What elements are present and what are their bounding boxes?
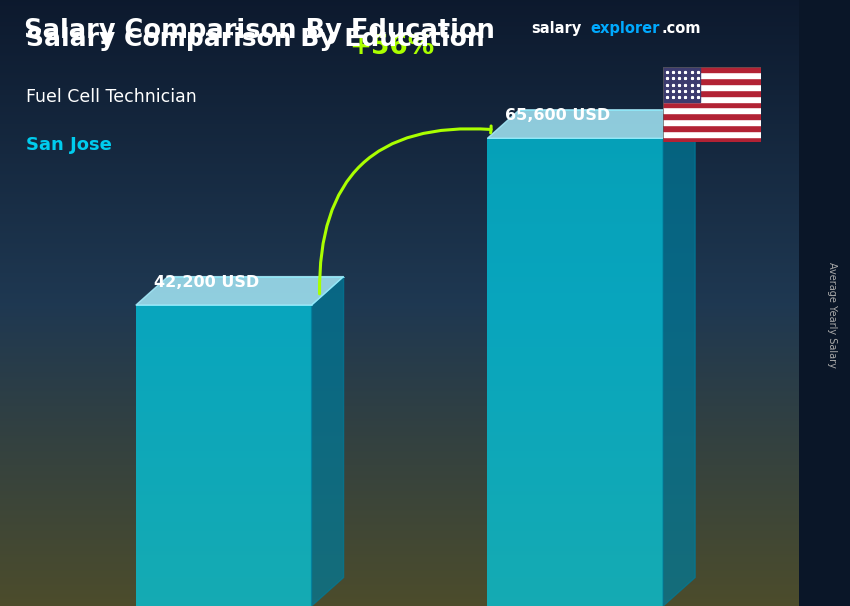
Polygon shape <box>487 110 695 138</box>
Polygon shape <box>136 276 343 305</box>
Bar <box>663 67 700 102</box>
Bar <box>663 119 761 125</box>
Bar <box>663 102 761 107</box>
Bar <box>663 107 761 113</box>
Text: 42,200 USD: 42,200 USD <box>154 275 258 290</box>
Text: 65,600 USD: 65,600 USD <box>505 108 610 123</box>
Bar <box>663 78 761 84</box>
Bar <box>663 96 761 102</box>
Bar <box>663 73 761 78</box>
Text: salary: salary <box>531 21 581 36</box>
Text: San Jose: San Jose <box>26 136 111 155</box>
Bar <box>487 138 663 606</box>
Text: +56%: +56% <box>348 35 434 61</box>
Text: Salary Comparison By Education: Salary Comparison By Education <box>24 18 495 44</box>
Text: Fuel Cell Technician: Fuel Cell Technician <box>26 88 196 106</box>
Bar <box>663 84 761 90</box>
Text: explorer: explorer <box>591 21 660 36</box>
Bar <box>663 131 761 136</box>
Bar <box>663 125 761 131</box>
Bar <box>663 113 761 119</box>
Text: Salary Comparison By Education: Salary Comparison By Education <box>26 27 484 52</box>
Bar <box>663 136 761 142</box>
Bar <box>136 305 312 606</box>
Bar <box>663 90 761 96</box>
Text: Average Yearly Salary: Average Yearly Salary <box>827 262 837 368</box>
Bar <box>663 67 761 73</box>
Polygon shape <box>312 276 343 606</box>
Text: .com: .com <box>661 21 700 36</box>
Polygon shape <box>663 110 695 606</box>
